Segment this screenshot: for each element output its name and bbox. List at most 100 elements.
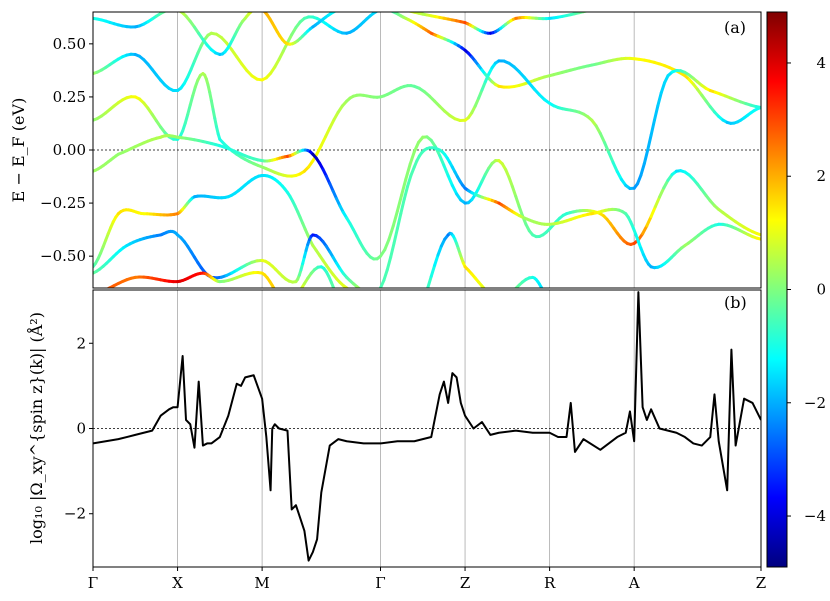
band-0-segment: [277, 49, 285, 61]
colorbar-gradient: [766, 11, 788, 568]
band-3-segment: [370, 296, 373, 298]
band-1-segment: [603, 141, 611, 154]
band-4-segment: [550, 303, 553, 306]
band-2-segment: [446, 174, 454, 187]
band-6-segment: [393, 7, 397, 8]
y-tick-label-b: 0: [76, 420, 86, 438]
band-6-segment: [334, 12, 337, 13]
band-4-segment: [610, 305, 613, 308]
y-tick-label-a: 0.25: [53, 88, 86, 106]
band-3-segment: [406, 173, 413, 188]
band-1-segment: [328, 118, 336, 130]
band-2-segment: [517, 204, 525, 218]
band-5-segment: [344, 312, 347, 315]
band-6-segment: [402, 9, 406, 10]
band-2-segment: [755, 231, 761, 237]
band-4-segment: [394, 315, 397, 318]
band-4-segment: [421, 298, 424, 307]
band-4-segment: [404, 323, 407, 324]
band-4-segment: [502, 297, 505, 298]
band-5-segment: [337, 296, 340, 302]
band-6-segment: [374, 6, 376, 7]
band-3-segment: [374, 293, 377, 296]
band-6-segment: [397, 8, 401, 9]
band-4-segment: [509, 292, 512, 295]
colorbar-tick-label: −4: [804, 507, 826, 525]
band-2-segment: [510, 185, 518, 198]
band-6-segment: [254, 9, 256, 10]
band-4-segment: [426, 274, 433, 288]
band-6-segment: [586, 12, 590, 13]
y-tick-label-a: −0.25: [40, 194, 86, 212]
y-tick-label-b: −2: [64, 505, 86, 523]
band-4-segment: [367, 294, 370, 296]
band-4-segment: [408, 322, 411, 323]
band-2-segment: [408, 150, 416, 166]
band-6-segment: [389, 7, 393, 8]
band-5-segment: [342, 308, 345, 313]
band-1-segment: [607, 150, 615, 164]
band-4-segment: [374, 299, 377, 301]
band-2-segment: [391, 209, 399, 228]
band-1-segment: [598, 131, 607, 145]
band-4-segment: [617, 301, 619, 302]
band-4-segment: [590, 326, 593, 329]
band-4-segment: [619, 300, 621, 301]
panel-b-tag: (b): [724, 293, 747, 312]
band-4-segment: [397, 318, 400, 321]
band-3-segment: [399, 197, 406, 216]
band-1-segment: [186, 103, 192, 117]
panel-a: 0.50 0.25 0.00 −0.25 −0.50 (a) E − E_F (eV): [9, 6, 762, 329]
band-4-segment: [414, 315, 417, 320]
band-4-segment: [489, 293, 492, 296]
band-2-segment: [383, 237, 391, 252]
band-2-segment: [400, 177, 408, 197]
band-2-segment: [387, 224, 395, 241]
band-6-segment: [163, 12, 168, 13]
band-3-segment: [385, 255, 393, 272]
band-5-segment: [282, 301, 285, 303]
band-4-segment: [621, 300, 623, 301]
band-4-segment: [384, 305, 387, 308]
band-0-segment: [389, 12, 392, 13]
band-2-segment: [442, 163, 450, 178]
band-6-segment: [173, 9, 177, 10]
band-3-segment: [360, 297, 363, 298]
y-tick-label-a: 0.50: [53, 35, 86, 53]
band-2-segment: [649, 205, 657, 219]
band-3-segment: [402, 184, 410, 201]
band-4-segment: [563, 316, 566, 320]
band-6-segment: [369, 8, 371, 9]
band-4-segment: [556, 309, 559, 313]
band-3-segment: [353, 293, 356, 295]
band-6-segment: [592, 9, 596, 10]
band-4-segment: [391, 312, 394, 315]
band-6-segment: [600, 7, 604, 8]
panel-b-y-ticks: 2 0 −2: [64, 334, 93, 523]
band-5-segment: [93, 293, 97, 294]
band-4-segment: [433, 253, 440, 267]
band-4-segment: [429, 263, 437, 278]
band-4-segment: [607, 308, 610, 311]
band-5-segment: [287, 302, 290, 303]
band-2-segment: [514, 194, 521, 208]
band-4-segment: [553, 306, 556, 309]
band-4-segment: [387, 308, 390, 311]
band-3-segment: [755, 236, 761, 241]
band-2-segment: [450, 183, 459, 196]
band-6-segment: [407, 12, 412, 13]
band-1-segment: [188, 94, 195, 107]
band-1-segment: [315, 143, 323, 156]
band-5-segment: [291, 299, 294, 302]
y-tick-label-a: 0.00: [53, 141, 86, 159]
band-2-segment: [438, 153, 446, 167]
band-4-segment: [604, 311, 607, 315]
berry-curvature-line: [93, 291, 761, 562]
band-3-segment: [395, 212, 403, 231]
band-1-segment: [639, 162, 646, 177]
band-4-segment: [567, 320, 570, 323]
band-4-segment: [364, 292, 367, 294]
band-2-segment: [641, 224, 649, 236]
band-4-segment: [436, 244, 443, 257]
